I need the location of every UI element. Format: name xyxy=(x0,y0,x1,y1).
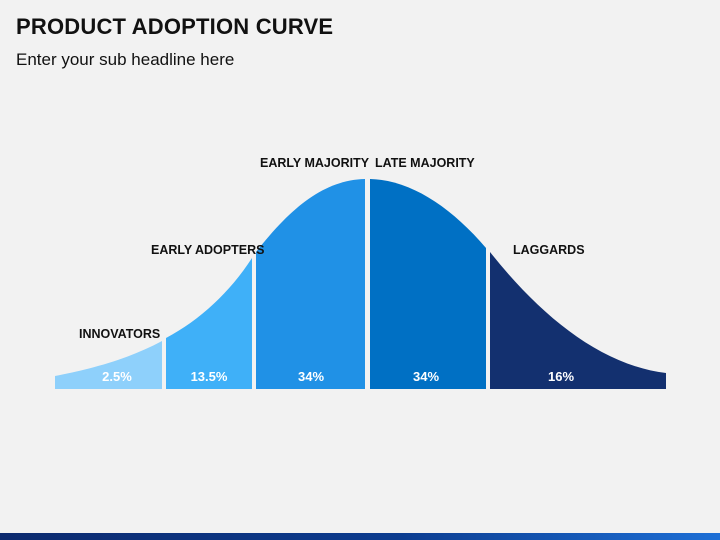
label-innovators: INNOVATORS xyxy=(79,327,160,341)
percent-early-adopters: 13.5% xyxy=(191,369,228,384)
footer-accent-bar xyxy=(0,533,720,540)
segment-early-majority xyxy=(256,179,365,389)
percent-late-majority: 34% xyxy=(413,369,439,384)
label-laggards: LAGGARDS xyxy=(513,243,585,257)
segment-innovators xyxy=(55,341,162,389)
segment-late-majority xyxy=(370,179,486,389)
percent-early-majority: 34% xyxy=(298,369,324,384)
segment-laggards xyxy=(490,252,666,389)
label-late-majority: LATE MAJORITY xyxy=(375,156,475,170)
percent-laggards: 16% xyxy=(548,369,574,384)
percent-innovators: 2.5% xyxy=(102,369,132,384)
slide-title: PRODUCT ADOPTION CURVE xyxy=(16,14,334,39)
slide-subtitle: Enter your sub headline here xyxy=(16,50,235,69)
label-early-majority: EARLY MAJORITY xyxy=(260,156,370,170)
segment-early-adopters xyxy=(166,258,252,389)
label-early-adopters: EARLY ADOPTERS xyxy=(151,243,264,257)
